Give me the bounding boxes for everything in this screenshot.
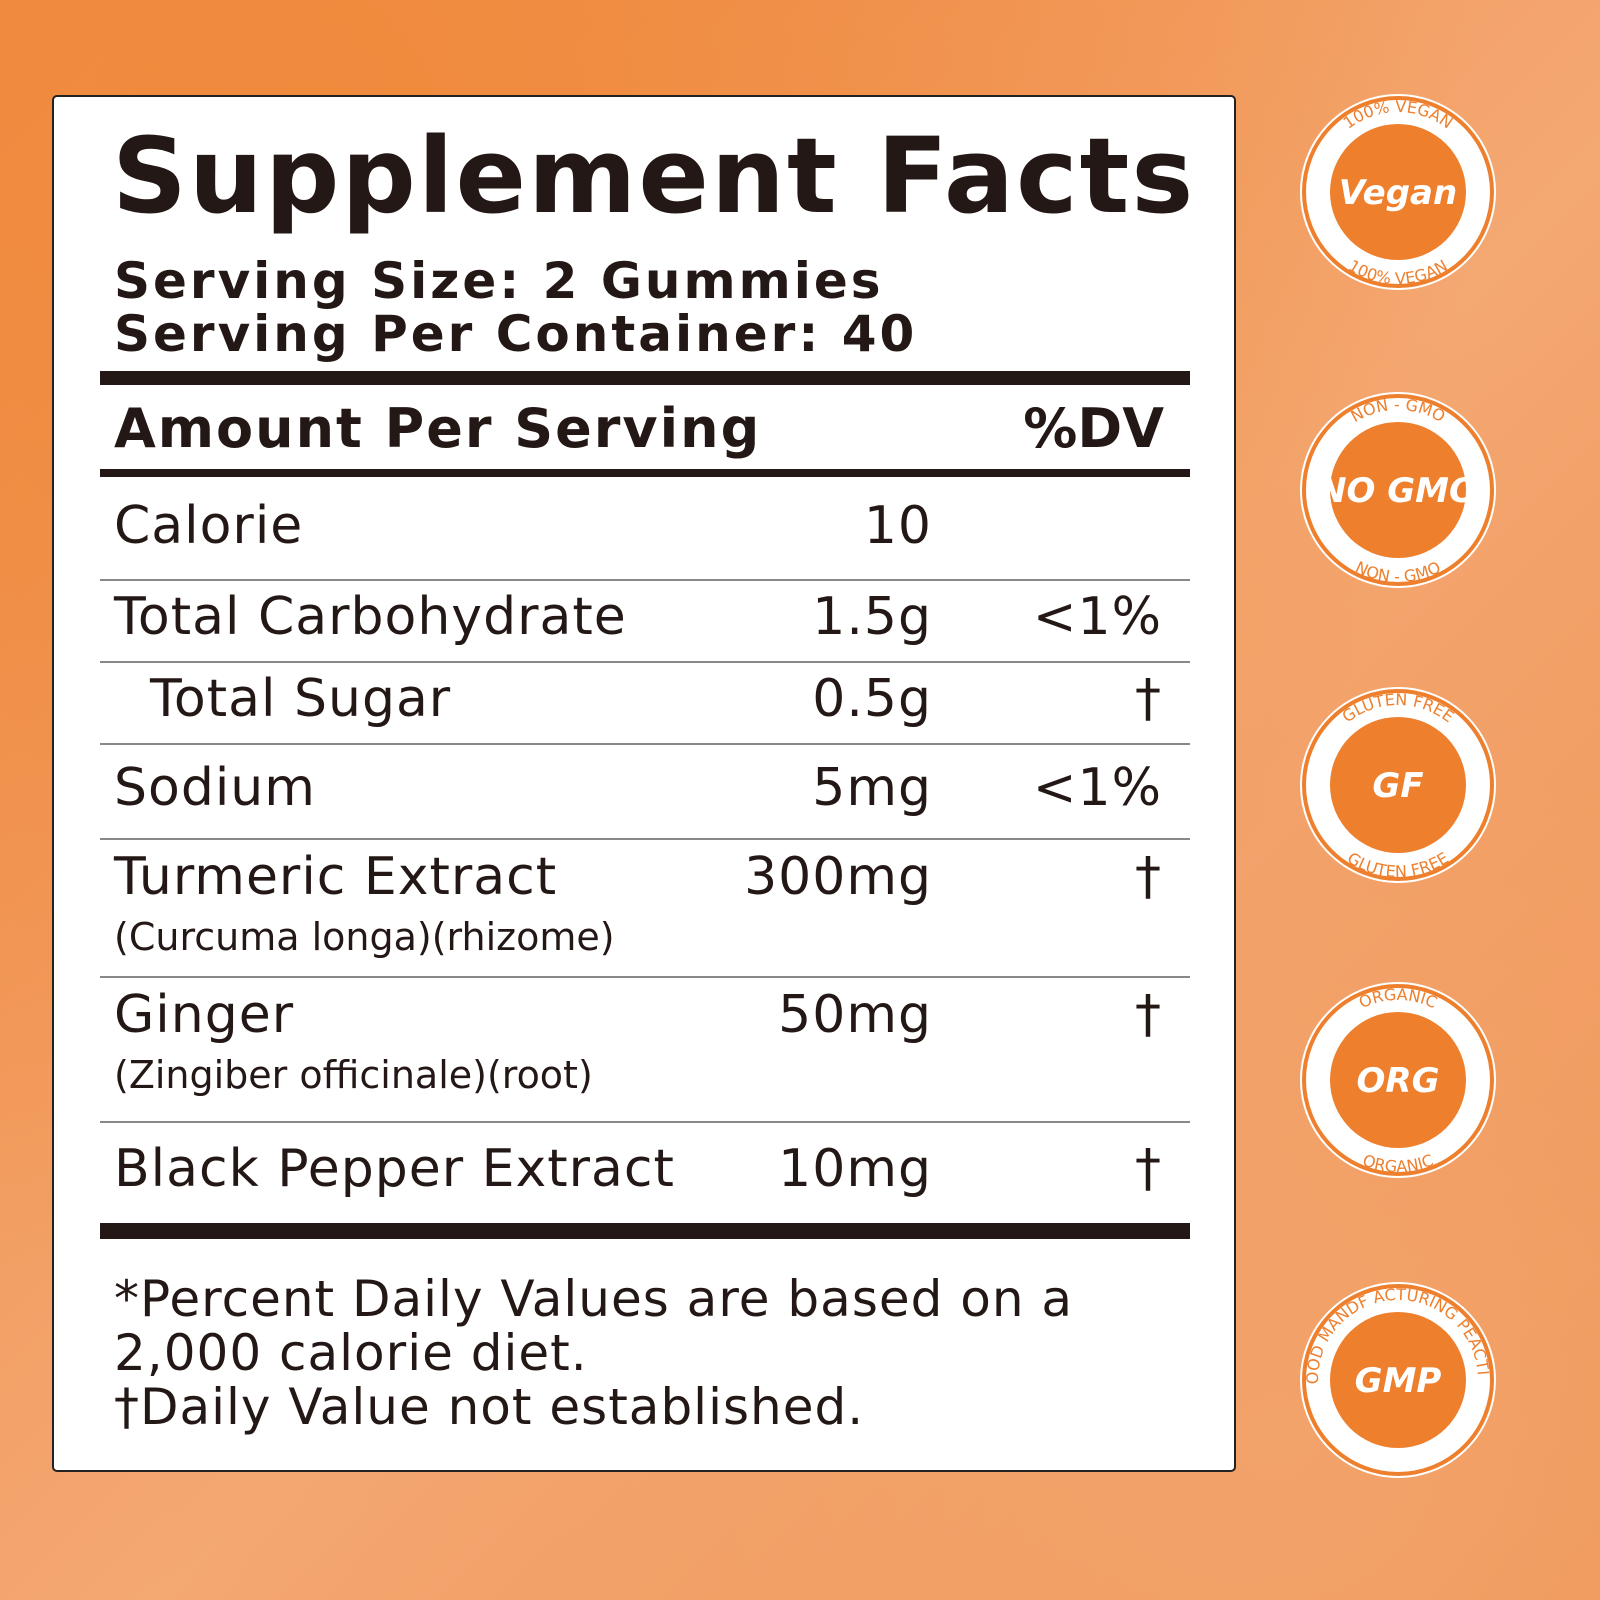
title: Supplement Facts [112,115,1196,237]
badge-center: Vegan [1339,173,1457,213]
divider [100,469,1190,477]
badge-ring [1302,689,1494,881]
badge-center: GMP [1355,1361,1442,1401]
nutrient-name: Black Pepper Extract [114,1139,675,1199]
supplement-facts-panel: Supplement Facts Serving Size: 2 Gummies… [52,95,1236,1472]
nutrient-dv: † [1135,985,1162,1045]
row-divider [100,976,1190,978]
nutrient-name: Ginger [114,985,295,1045]
badge-ring [1302,1284,1494,1476]
nutrient-amount: 5mg [812,757,932,818]
footnote: *Percent Daily Values are based on a 2,0… [114,1270,1074,1382]
divider [100,1223,1190,1239]
row-divider [100,661,1190,663]
badge-inner [1330,1012,1466,1148]
nutrient-dv: † [1135,1139,1162,1199]
nutrient-amount: 300mg [744,847,932,907]
divider [100,371,1190,385]
nutrient-amount: 0.5g [812,669,932,729]
footnotes: *Percent Daily Values are based on a 2,0… [114,1272,1204,1434]
badge-inner [1330,422,1466,558]
row-divider [100,1121,1190,1123]
badge-center: GF [1372,766,1423,806]
nutrient-dv: † [1135,847,1162,907]
nutrient-amount: 10 [863,495,932,556]
badge-center: ORG [1357,1061,1440,1101]
nutrient-name: Sodium [114,757,316,818]
row-divider [100,838,1190,840]
nutrient-name: Turmeric Extract [114,847,558,907]
nutrient-name: Total Sugar [150,669,452,729]
nutrient-dv: <1% [1032,757,1162,818]
badge-inner [1330,124,1466,260]
nutrient-amount: 50mg [778,985,932,1045]
row-divider [100,743,1190,745]
nutrient-amount: 10mg [778,1139,932,1199]
nutrient-name: Calorie [114,495,304,556]
nutrient-dv: <1% [1032,587,1162,647]
serving-size: Serving Size: 2 Gummies [114,252,884,310]
servings-per-container: Serving Per Container: 40 [114,305,918,363]
dv-header: %DV [1023,397,1164,460]
row-divider [100,579,1190,581]
nutrient-source: (Curcuma longa)(rhizome) [114,915,615,959]
badge-inner [1330,1312,1466,1448]
badge-ring [1302,984,1494,1176]
footnote: †Daily Value not established. [114,1378,865,1436]
nutrient-amount: 1.5g [812,587,932,647]
nutrient-name: Total Carbohydrate [114,587,627,647]
badge-ring [1302,394,1494,586]
badge-center: NO GMO [1318,471,1478,511]
badge-inner [1330,717,1466,853]
amount-header: Amount Per Serving [114,397,762,460]
nutrient-dv: † [1135,669,1162,729]
nutrient-source: (Zingiber officinale)(root) [114,1053,593,1097]
badge-ring [1302,96,1494,288]
